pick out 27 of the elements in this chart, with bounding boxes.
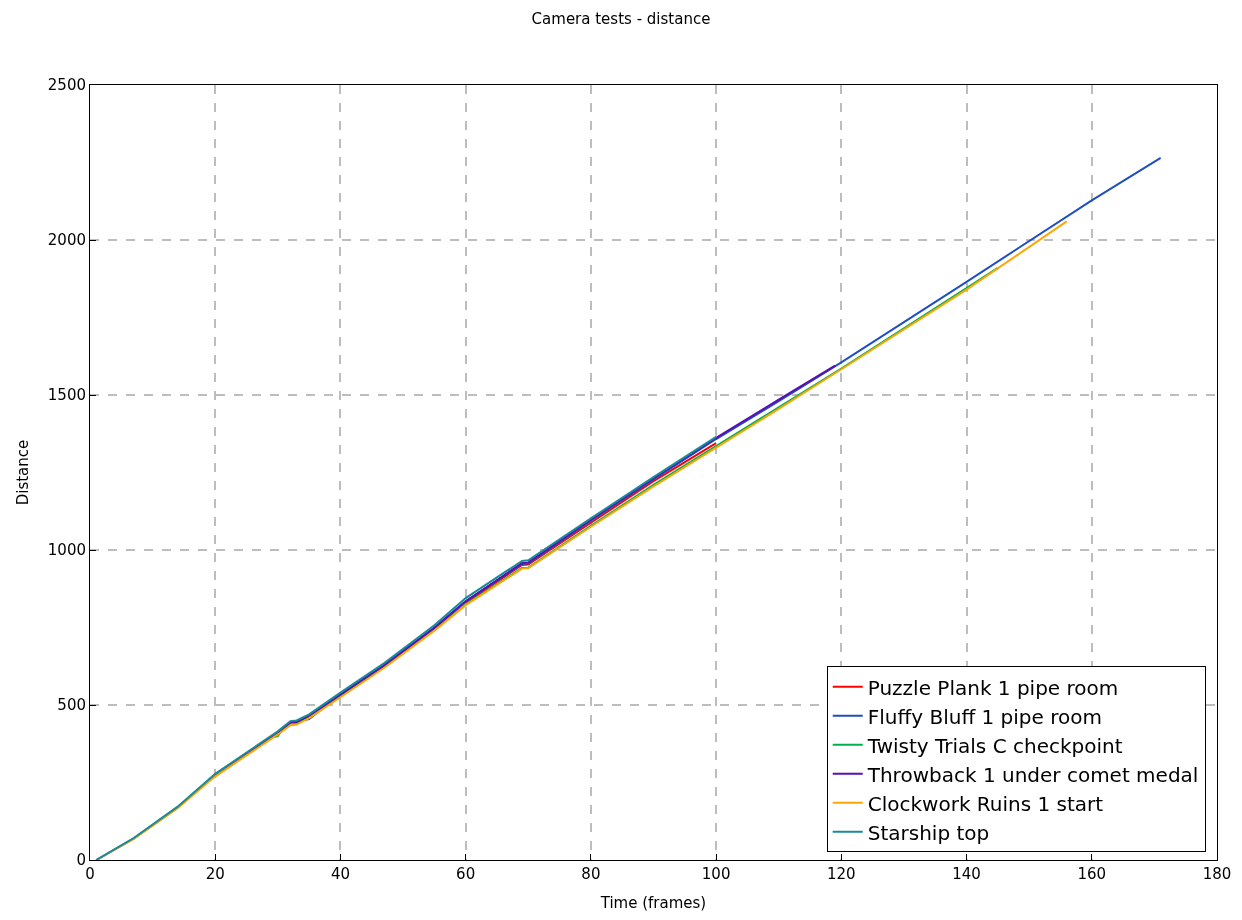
x-tick-label: 20 [205,865,225,883]
x-tick-label: 40 [330,865,350,883]
x-tick-label: 180 [1202,865,1232,883]
chart-title: Camera tests - distance [531,10,711,29]
x-axis-title: Time (frames) [599,894,707,912]
x-tick-label: 100 [701,865,731,883]
y-tick-label: 2000 [47,231,86,250]
line-series [214,364,837,777]
legend-label: Throwback 1 under comet medal [866,762,1199,787]
y-tick-label: 1000 [47,541,86,560]
line-series [464,442,718,604]
y-axis-title: Distance [14,439,33,506]
legend-label: Puzzle Plank 1 pipe room [867,675,1119,700]
y-tick-label: 0 [76,851,86,870]
y-tick-label: 2500 [47,76,86,95]
x-tick-label: 140 [952,865,981,883]
legend-label: Fluffy Bluff 1 pipe room [867,704,1102,729]
y-tick-label: 500 [57,696,86,715]
x-tick-label: 60 [456,865,476,883]
legend-label: Starship top [867,820,990,845]
x-tick-label: 80 [581,865,601,883]
x-tick-label: 160 [1077,865,1107,883]
y-tick-label: 1500 [47,386,86,405]
x-tick-label: 120 [827,865,856,883]
legend-label: Clockwork Ruins 1 start [867,791,1104,816]
line-series [95,435,718,860]
legend-label: Twisty Trials C checkpoint [866,733,1123,758]
